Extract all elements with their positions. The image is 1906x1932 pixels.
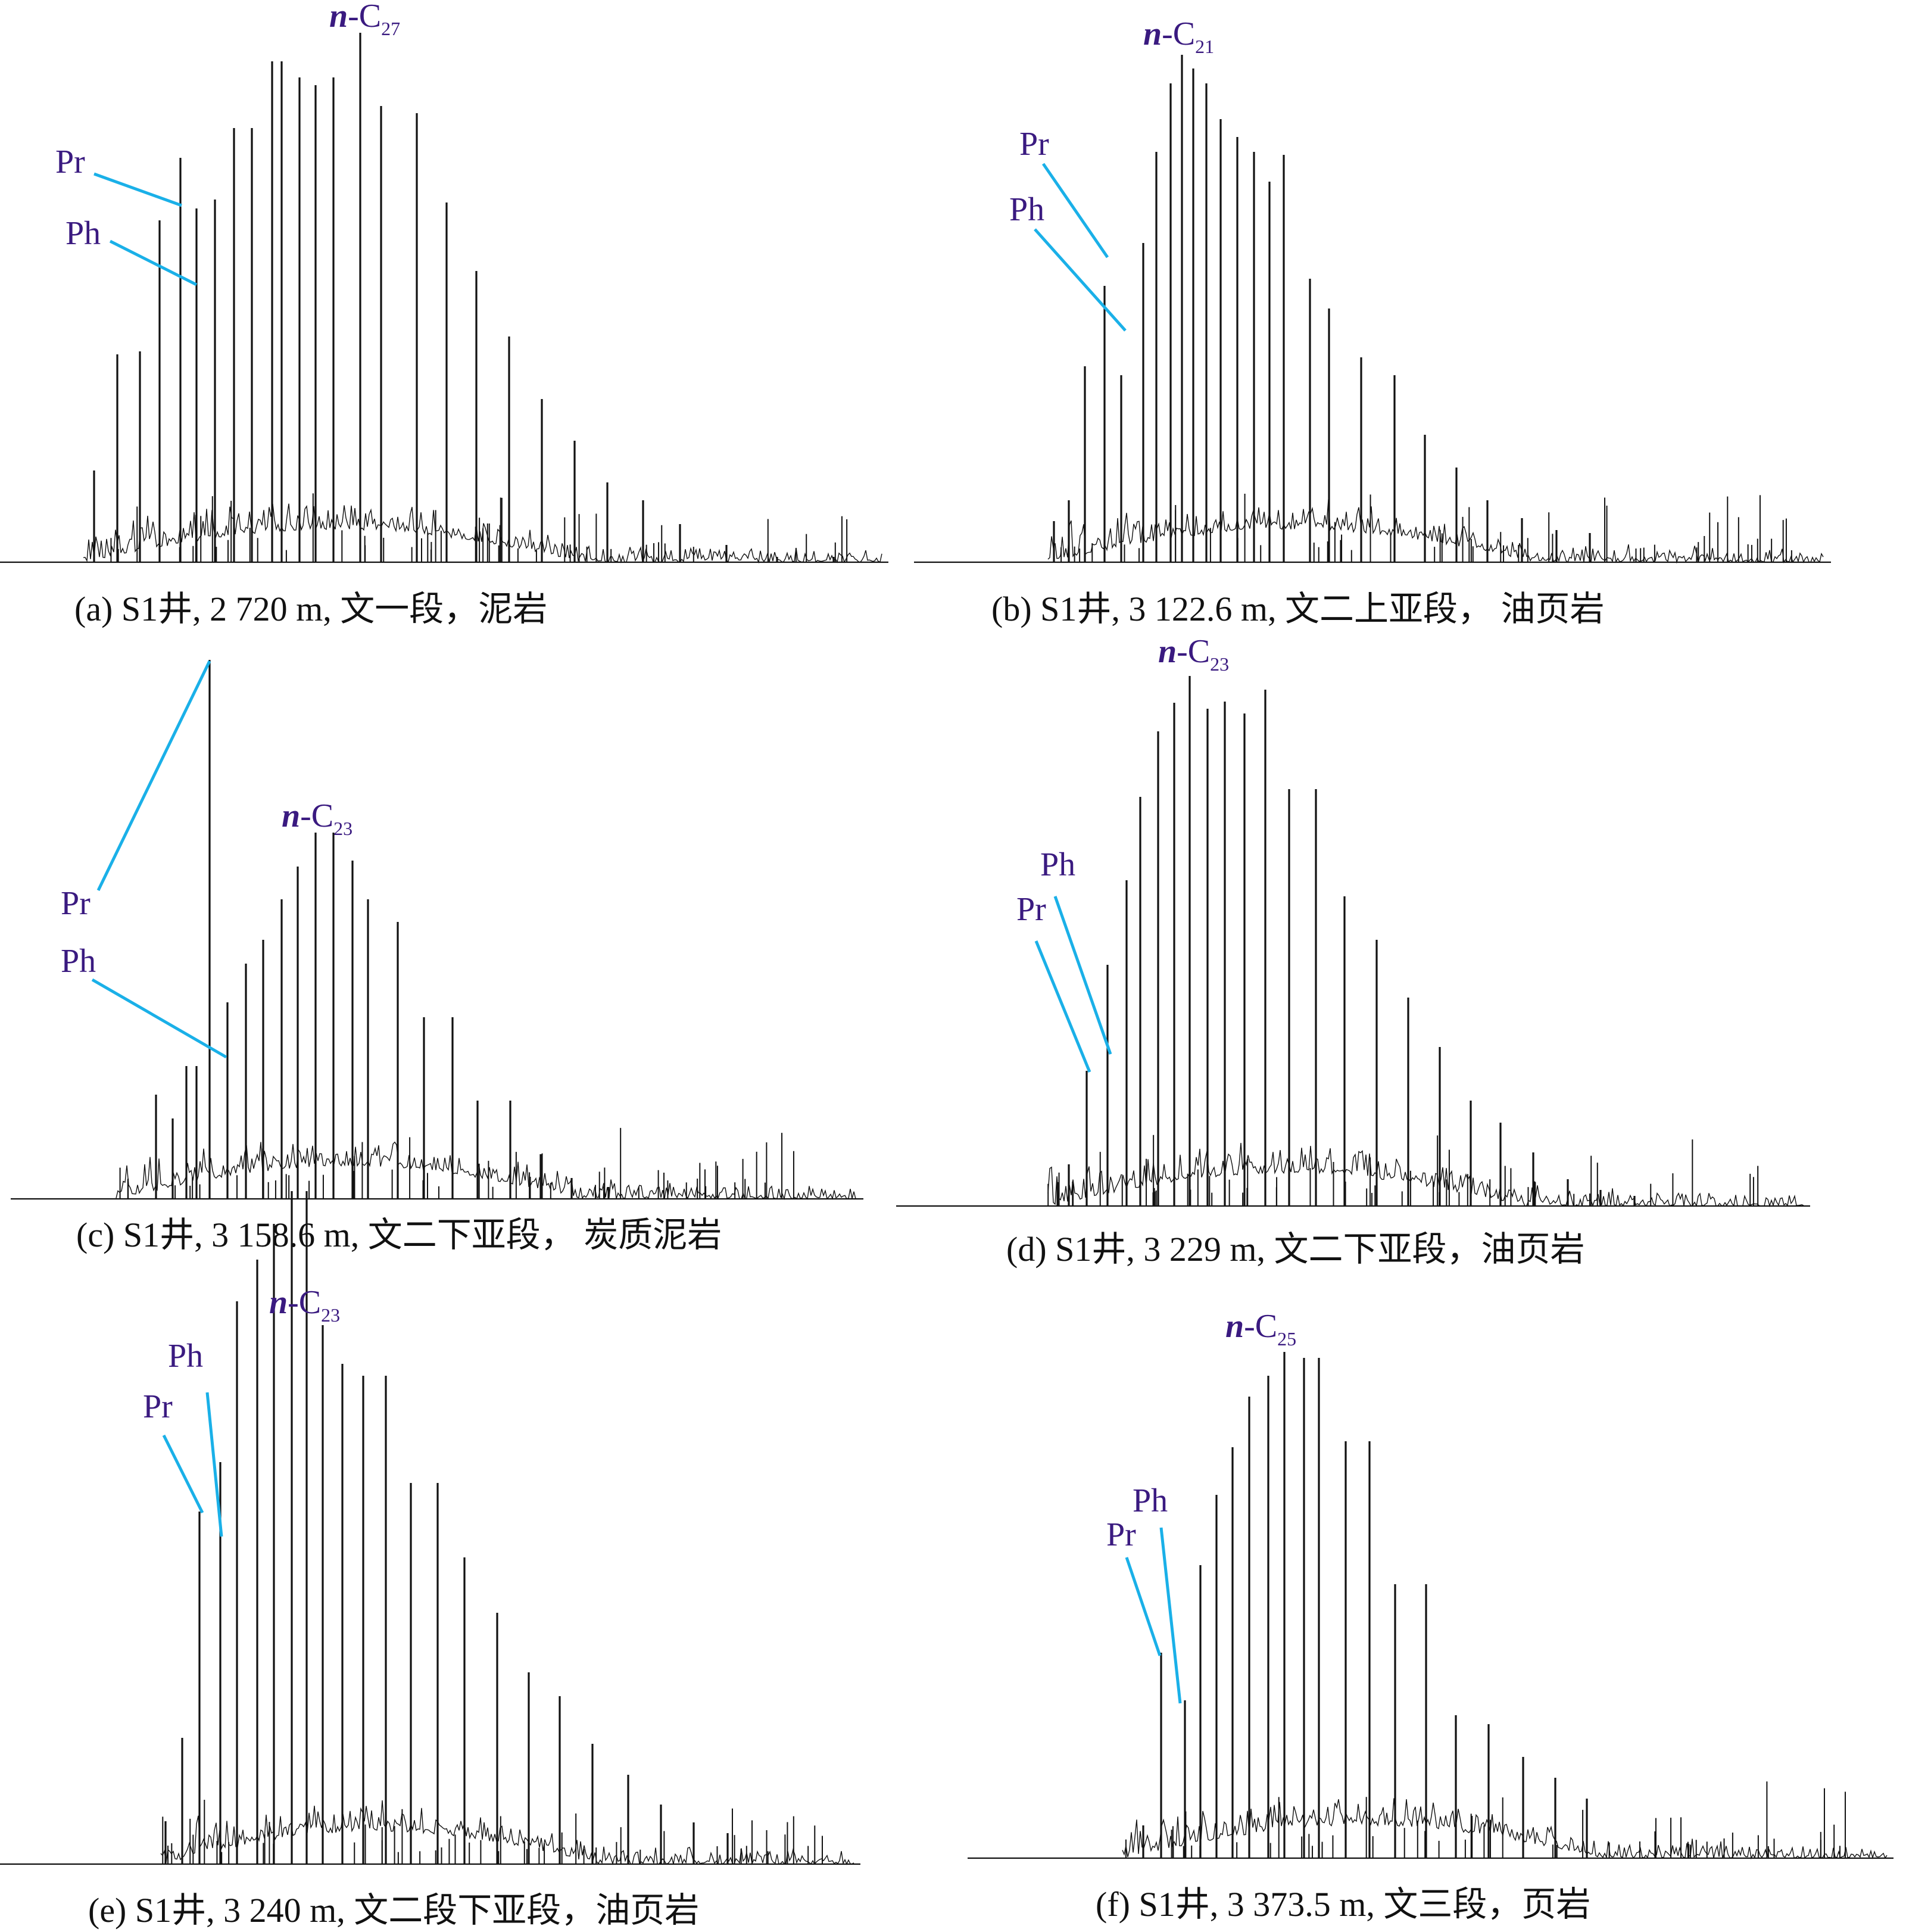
caption-panel-c: (c) S1井, 3 158.6 m, 文二下亚段， 炭质泥岩	[76, 1216, 722, 1254]
pr-label: Pr	[143, 1388, 173, 1425]
ph-label: Ph	[1133, 1482, 1168, 1519]
caption-panel-a: (a) S1井, 2 720 m, 文一段，泥岩	[74, 590, 548, 628]
noise-trace	[160, 1800, 854, 1865]
ph-leader-line	[91, 978, 227, 1059]
n-alkane-label: n-C21	[1143, 15, 1214, 57]
n-alkane-label: n-C25	[1225, 1308, 1296, 1350]
pr-label: Pr	[55, 144, 85, 180]
caption-panel-e: (e) S1井, 3 240 m, 文二段下亚段，油页岩	[88, 1891, 700, 1930]
ph-leader-line	[205, 1392, 223, 1537]
pr-label: Pr	[1106, 1516, 1136, 1553]
n-alkane-label: n-C23	[269, 1284, 340, 1326]
caption-panel-d: (d) S1井, 3 229 m, 文二下亚段，油页岩	[1006, 1230, 1585, 1269]
ph-label: Ph	[168, 1338, 203, 1375]
caption-panel-b: (b) S1井, 3 122.6 m, 文二上亚段， 油页岩	[991, 590, 1605, 628]
ph-leader-line	[1053, 896, 1112, 1055]
pr-leader-line	[162, 1434, 204, 1514]
ph-label: Ph	[65, 215, 101, 252]
n-alkane-label: n-C23	[282, 797, 352, 839]
pr-leader-line	[93, 172, 182, 207]
ph-leader-line	[1034, 228, 1127, 332]
caption-panel-f: (f) S1井, 3 373.5 m, 文三段，页岩	[1096, 1885, 1591, 1924]
noise-trace	[1047, 499, 1824, 564]
ph-label: Ph	[1009, 191, 1044, 228]
pr-label: Pr	[1019, 126, 1049, 163]
pr-leader-line	[1041, 163, 1109, 258]
noise-trace	[116, 1141, 856, 1201]
n-alkane-label: n-C27	[329, 0, 400, 39]
ph-leader-line	[1159, 1527, 1182, 1704]
pr-label: Pr	[1016, 891, 1046, 928]
ph-label: Ph	[1040, 846, 1075, 883]
ph-label: Ph	[61, 943, 96, 980]
ph-leader-line	[109, 239, 198, 286]
pr-leader-line	[96, 660, 211, 892]
pr-leader-line	[1034, 940, 1091, 1073]
pr-leader-line	[1125, 1557, 1162, 1656]
n-alkane-label: n-C23	[1158, 633, 1229, 675]
pr-label: Pr	[61, 885, 91, 922]
